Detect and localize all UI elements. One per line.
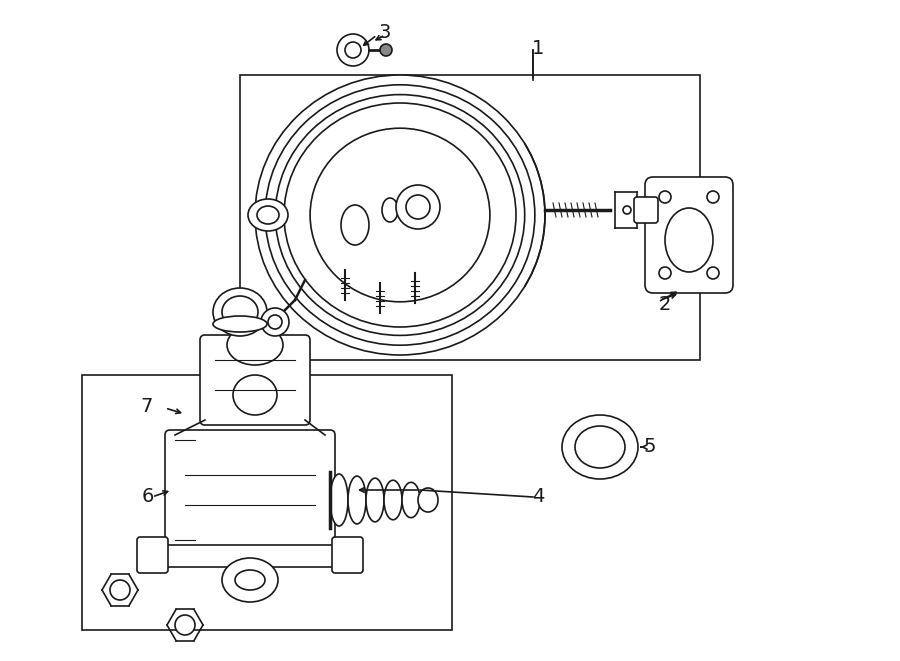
Ellipse shape	[257, 206, 279, 224]
Circle shape	[659, 191, 671, 203]
Bar	[240, 75, 700, 360]
Circle shape	[175, 615, 195, 635]
Ellipse shape	[330, 474, 348, 526]
Text: 6: 6	[142, 488, 154, 506]
FancyBboxPatch shape	[165, 430, 335, 550]
FancyBboxPatch shape	[200, 335, 310, 425]
Text: 1: 1	[532, 38, 544, 58]
Circle shape	[110, 580, 130, 600]
Circle shape	[261, 308, 289, 336]
Ellipse shape	[233, 375, 277, 415]
Ellipse shape	[310, 128, 490, 302]
Ellipse shape	[255, 75, 545, 355]
Circle shape	[659, 267, 671, 279]
Ellipse shape	[402, 483, 420, 518]
Ellipse shape	[406, 195, 430, 219]
Ellipse shape	[418, 488, 438, 512]
Circle shape	[337, 34, 369, 66]
Circle shape	[268, 315, 282, 329]
Ellipse shape	[665, 208, 713, 272]
Circle shape	[380, 44, 392, 56]
Ellipse shape	[227, 325, 283, 365]
Circle shape	[707, 267, 719, 279]
Ellipse shape	[366, 478, 384, 522]
Text: 4: 4	[532, 488, 544, 506]
Ellipse shape	[235, 570, 265, 590]
Ellipse shape	[341, 205, 369, 245]
Bar	[160, 545, 340, 567]
Text: 3: 3	[379, 22, 392, 42]
Ellipse shape	[213, 288, 267, 336]
Circle shape	[707, 191, 719, 203]
Ellipse shape	[348, 476, 366, 524]
Ellipse shape	[222, 296, 258, 328]
Circle shape	[345, 42, 361, 58]
FancyBboxPatch shape	[137, 537, 168, 573]
Ellipse shape	[213, 316, 267, 332]
Text: 7: 7	[140, 397, 153, 416]
FancyBboxPatch shape	[634, 197, 658, 223]
Text: 2: 2	[659, 295, 671, 315]
Ellipse shape	[248, 199, 288, 231]
Circle shape	[623, 206, 631, 214]
Ellipse shape	[575, 426, 625, 468]
Ellipse shape	[222, 558, 278, 602]
Ellipse shape	[562, 415, 638, 479]
Ellipse shape	[382, 198, 398, 222]
Ellipse shape	[396, 185, 440, 229]
Bar	[82, 375, 452, 630]
Ellipse shape	[384, 481, 402, 520]
Text: 5: 5	[644, 438, 656, 457]
FancyBboxPatch shape	[645, 177, 733, 293]
FancyBboxPatch shape	[332, 537, 363, 573]
